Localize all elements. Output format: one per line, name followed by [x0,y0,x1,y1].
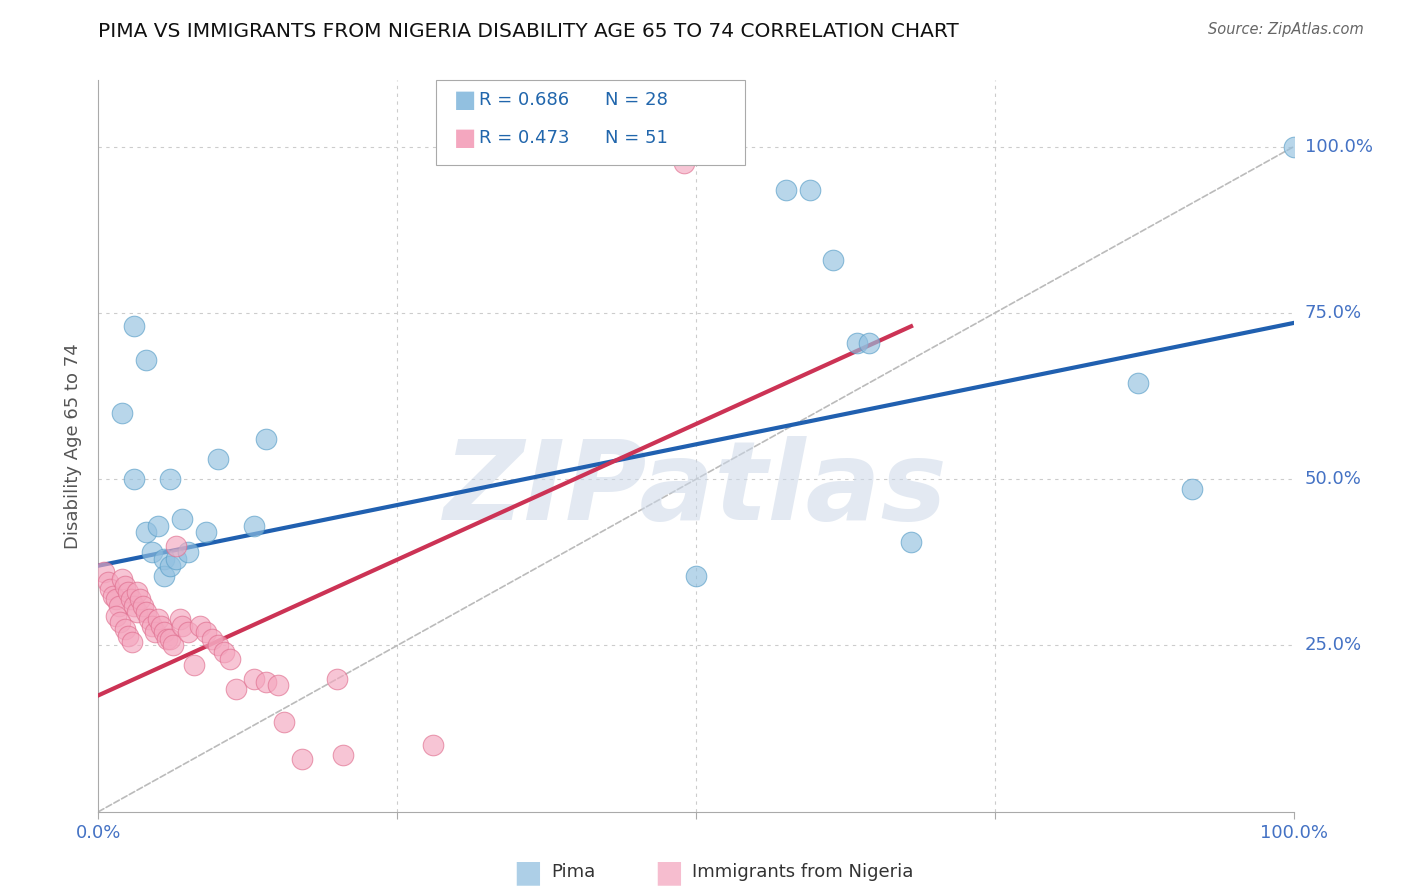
Point [121,635,143,649]
Point [177,625,200,640]
Point [101,589,124,603]
Point [148,518,170,533]
Text: 25.0%: 25.0% [1305,637,1362,655]
Point [97,575,120,590]
Point [1128,376,1150,390]
Point [290,751,312,765]
Point [212,645,235,659]
Point [188,618,211,632]
Point [162,639,184,653]
Point [159,632,181,646]
Point [900,535,922,549]
Text: ■: ■ [513,858,543,887]
Point [141,618,163,632]
Point [107,599,129,613]
Point [332,748,354,763]
Point [124,472,146,486]
Point [114,622,136,636]
Point [124,319,146,334]
Text: ■: ■ [454,127,477,150]
Point [254,675,277,690]
Text: Immigrants from Nigeria: Immigrants from Nigeria [692,863,912,881]
Point [858,335,880,350]
Point [183,658,205,673]
Point [685,568,707,582]
Point [177,545,200,559]
Text: ZIPatlas: ZIPatlas [444,436,948,543]
Point [243,518,266,533]
Point [108,615,131,630]
Y-axis label: Disability Age 65 to 74: Disability Age 65 to 74 [65,343,83,549]
Point [219,652,242,666]
Point [124,599,146,613]
Point [120,591,142,606]
Point [143,625,166,640]
Point [125,585,148,599]
Point [105,608,128,623]
Point [153,568,176,582]
Text: Pima: Pima [551,863,595,881]
Text: Source: ZipAtlas.com: Source: ZipAtlas.com [1208,22,1364,37]
Point [117,585,139,599]
Point [93,566,115,580]
Point [135,525,157,540]
Point [1282,140,1305,154]
Point [172,512,194,526]
Point [225,681,247,696]
Point [155,632,177,646]
Point [148,612,170,626]
Point [153,552,176,566]
Point [141,545,163,559]
Point [105,591,128,606]
Text: PIMA VS IMMIGRANTS FROM NIGERIA DISABILITY AGE 65 TO 74 CORRELATION CHART: PIMA VS IMMIGRANTS FROM NIGERIA DISABILI… [98,22,959,41]
Text: 75.0%: 75.0% [1305,304,1362,322]
Point [135,352,157,367]
Point [267,678,290,692]
Point [326,672,349,686]
Point [111,406,134,420]
Text: R = 0.473: R = 0.473 [479,129,569,147]
Point [165,552,187,566]
Point [98,582,122,596]
Point [131,599,153,613]
Point [135,605,157,619]
Point [194,625,217,640]
Point [273,714,295,729]
Point [165,539,187,553]
Point [254,433,277,447]
Point [799,183,821,197]
Point [207,639,229,653]
Text: R = 0.686: R = 0.686 [479,91,569,109]
Text: N = 51: N = 51 [605,129,668,147]
Point [172,618,194,632]
Text: 100.0%: 100.0% [1305,137,1372,156]
Text: N = 28: N = 28 [605,91,668,109]
Text: 50.0%: 50.0% [1305,470,1361,488]
Point [111,572,134,586]
Point [201,632,224,646]
Point [775,183,797,197]
Point [153,625,176,640]
Point [117,628,139,642]
Point [207,452,229,467]
Point [673,156,696,170]
Point [243,672,266,686]
Point [194,525,217,540]
Text: ■: ■ [454,88,477,112]
Point [169,612,191,626]
Point [846,335,869,350]
Point [125,605,148,619]
Point [159,472,181,486]
Point [149,618,172,632]
Point [138,612,160,626]
Point [159,558,181,573]
Point [114,579,136,593]
Point [823,252,845,267]
Point [1181,482,1204,496]
Point [422,738,444,752]
Text: ■: ■ [654,858,683,887]
Point [129,591,152,606]
